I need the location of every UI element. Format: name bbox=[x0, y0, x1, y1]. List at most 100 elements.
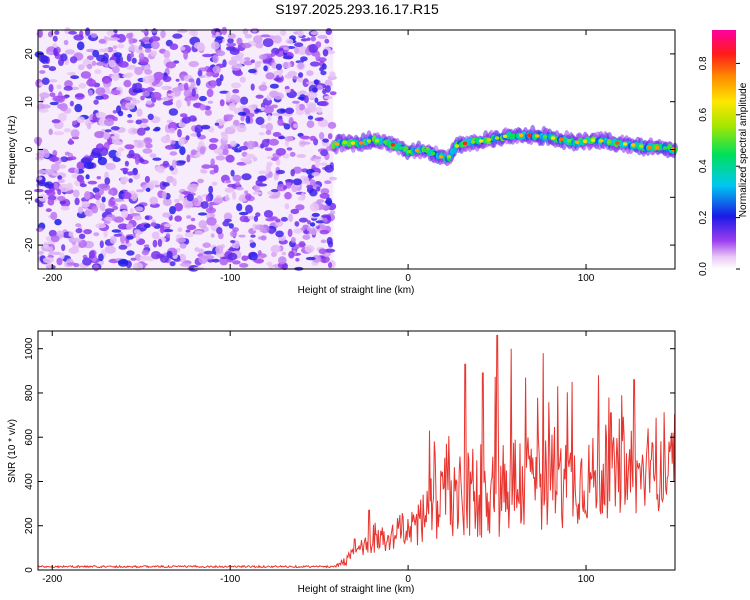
noise-speckle bbox=[80, 71, 92, 79]
noise-speckle bbox=[121, 209, 129, 219]
snr-y-tick-label: 400 bbox=[24, 473, 35, 490]
noise-speckle bbox=[150, 222, 157, 227]
noise-speckle bbox=[52, 35, 58, 42]
noise-speckle bbox=[276, 169, 285, 175]
noise-speckle bbox=[306, 37, 311, 41]
noise-speckle bbox=[175, 99, 182, 109]
noise-speckle bbox=[37, 29, 43, 38]
noise-speckle bbox=[245, 193, 252, 201]
noise-speckle bbox=[120, 234, 126, 244]
signal-peak bbox=[366, 139, 372, 143]
signal-peak bbox=[518, 133, 524, 138]
noise-speckle bbox=[51, 251, 62, 255]
noise-speckle bbox=[254, 61, 261, 68]
snr-series-line bbox=[37, 334, 676, 569]
noise-speckle bbox=[257, 175, 267, 182]
noise-speckle bbox=[69, 56, 78, 64]
noise-speckle bbox=[68, 247, 79, 254]
noise-speckle bbox=[203, 250, 215, 255]
noise-speckle bbox=[188, 78, 195, 83]
noise-speckle bbox=[245, 153, 256, 160]
noise-speckle bbox=[113, 52, 122, 58]
noise-speckle bbox=[233, 119, 240, 127]
snr-background bbox=[38, 331, 675, 570]
noise-speckle bbox=[162, 197, 172, 207]
noise-speckle bbox=[109, 236, 117, 244]
noise-speckle bbox=[164, 144, 176, 150]
noise-speckle bbox=[35, 176, 43, 181]
noise-speckle bbox=[38, 182, 50, 187]
noise-speckle bbox=[225, 91, 231, 101]
noise-speckle bbox=[136, 189, 144, 193]
noise-speckle bbox=[309, 188, 318, 197]
noise-speckle bbox=[141, 249, 150, 256]
spectrogram-x-tick-label: -200 bbox=[42, 273, 62, 284]
noise-speckle bbox=[231, 94, 237, 99]
noise-speckle bbox=[85, 174, 90, 180]
noise-speckle bbox=[230, 124, 237, 130]
noise-speckle bbox=[284, 191, 292, 200]
noise-speckle bbox=[325, 197, 333, 206]
noise-speckle bbox=[71, 237, 82, 243]
noise-speckle bbox=[206, 217, 217, 226]
noise-speckle bbox=[88, 154, 94, 161]
noise-speckle bbox=[316, 84, 324, 91]
noise-speckle bbox=[74, 93, 85, 100]
noise-speckle bbox=[167, 90, 172, 94]
signal-peak bbox=[607, 140, 612, 144]
noise-speckle bbox=[219, 99, 225, 107]
noise-speckle bbox=[325, 28, 332, 35]
noise-speckle bbox=[111, 73, 120, 81]
noise-speckle bbox=[88, 89, 93, 97]
noise-speckle bbox=[209, 213, 216, 218]
noise-speckle bbox=[50, 163, 60, 172]
colorbar-tick-label: 0.6 bbox=[698, 107, 709, 121]
signal-peak bbox=[591, 138, 596, 142]
noise-speckle bbox=[168, 108, 179, 116]
noise-speckle bbox=[319, 192, 330, 199]
noise-speckle bbox=[292, 166, 302, 174]
noise-speckle bbox=[178, 138, 185, 147]
noise-speckle bbox=[134, 206, 144, 212]
noise-speckle bbox=[154, 126, 161, 131]
noise-speckle bbox=[98, 253, 104, 262]
noise-speckle bbox=[228, 102, 237, 112]
noise-speckle bbox=[86, 122, 92, 130]
noise-speckle bbox=[175, 78, 180, 82]
noise-speckle bbox=[53, 131, 65, 136]
noise-speckle bbox=[110, 126, 120, 131]
noise-speckle bbox=[51, 119, 61, 124]
noise-speckle bbox=[176, 247, 181, 252]
spectrogram-y-tick-label: 20 bbox=[24, 48, 35, 60]
noise-speckle bbox=[142, 148, 153, 154]
noise-speckle bbox=[120, 167, 129, 171]
noise-speckle bbox=[78, 64, 85, 71]
colorbar-tick-label: 0.8 bbox=[698, 56, 709, 70]
noise-speckle bbox=[103, 118, 115, 127]
noise-speckle bbox=[258, 170, 268, 175]
noise-speckle bbox=[289, 151, 296, 157]
noise-speckle bbox=[179, 242, 187, 249]
noise-speckle bbox=[33, 188, 44, 193]
noise-speckle bbox=[190, 217, 196, 222]
noise-speckle bbox=[308, 43, 319, 53]
noise-speckle bbox=[150, 50, 157, 57]
noise-speckle bbox=[48, 79, 58, 83]
noise-speckle bbox=[307, 220, 311, 225]
noise-speckle bbox=[252, 35, 263, 44]
noise-speckle bbox=[268, 228, 275, 235]
noise-speckle bbox=[104, 245, 116, 254]
noise-speckle bbox=[172, 178, 177, 187]
colorbar-tick-label: 0.2 bbox=[698, 210, 709, 224]
noise-speckle bbox=[246, 140, 256, 150]
noise-speckle bbox=[210, 233, 215, 238]
noise-speckle bbox=[255, 116, 265, 125]
noise-speckle bbox=[240, 115, 245, 122]
noise-speckle bbox=[169, 206, 176, 215]
noise-speckle bbox=[83, 229, 92, 235]
signal-peak bbox=[398, 146, 404, 150]
noise-speckle bbox=[268, 138, 279, 146]
noise-speckle bbox=[282, 61, 292, 69]
noise-speckle bbox=[266, 94, 272, 101]
signal-peak bbox=[566, 139, 572, 143]
